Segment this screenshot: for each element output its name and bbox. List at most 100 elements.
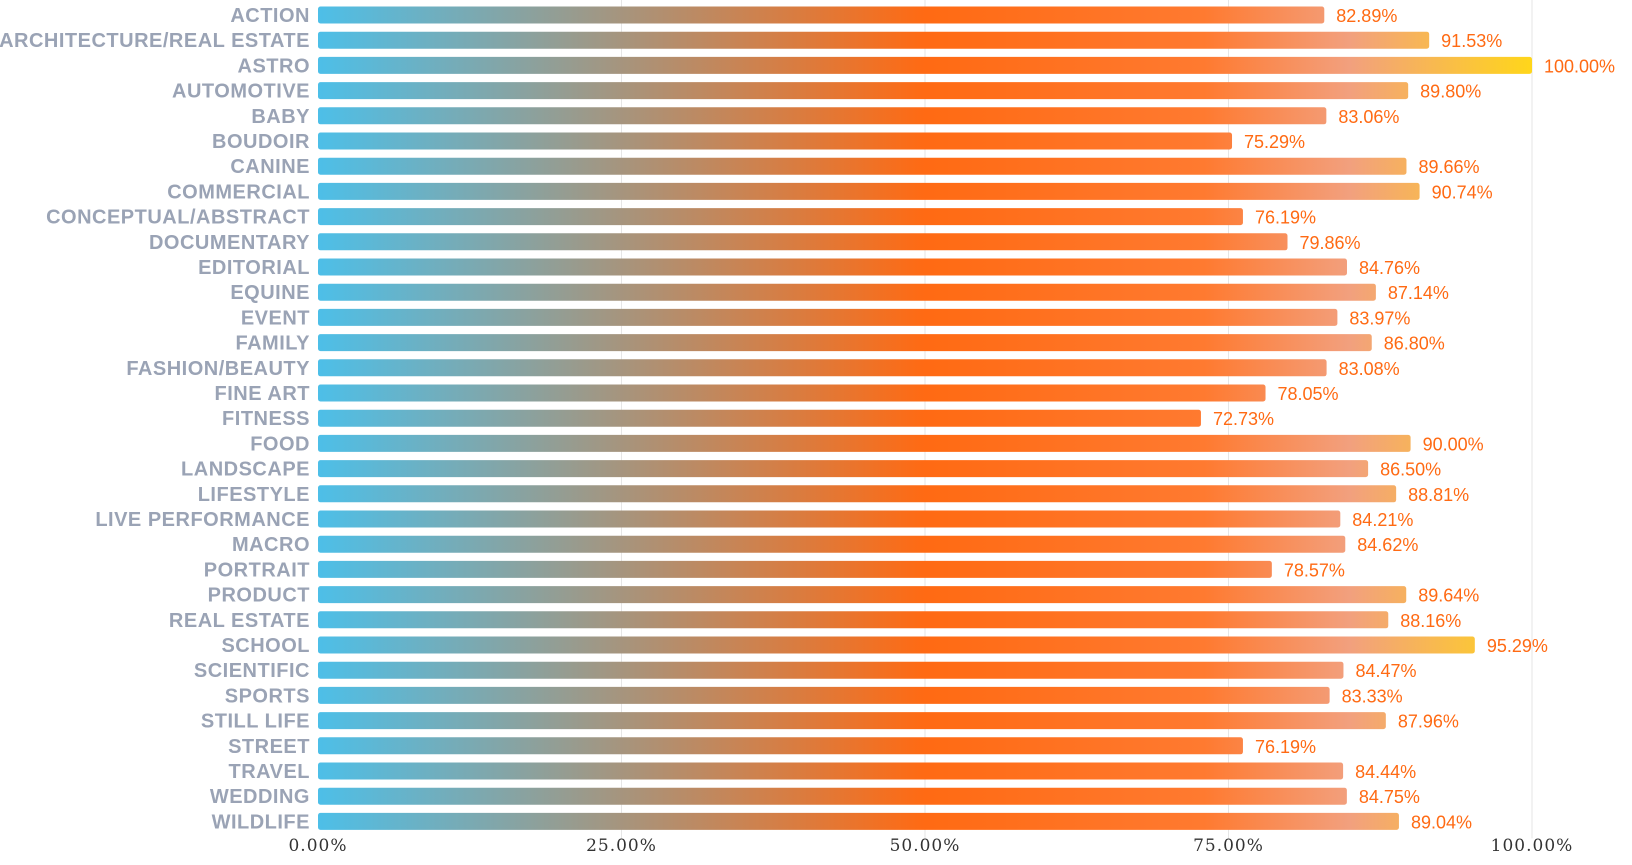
bar	[318, 409, 1201, 427]
data-label: 95.29%	[1487, 636, 1548, 656]
data-label: 91.53%	[1441, 31, 1502, 51]
bar	[318, 812, 1399, 830]
data-label: 83.33%	[1342, 686, 1403, 706]
category-label: LIFESTYLE	[198, 484, 310, 506]
bar	[318, 107, 1327, 125]
data-label: 89.66%	[1418, 157, 1479, 177]
category-label: FAMILY	[236, 333, 311, 355]
category-label: COMMERCIAL	[167, 181, 310, 203]
bar	[318, 535, 1346, 553]
category-label: ACTION	[230, 5, 310, 27]
category-label: EQUINE	[230, 282, 310, 304]
data-label: 89.80%	[1420, 82, 1481, 102]
bar	[318, 737, 1243, 755]
category-label: PRODUCT	[208, 585, 310, 607]
bar	[318, 485, 1397, 503]
bar	[318, 611, 1389, 629]
data-label: 87.96%	[1398, 712, 1459, 732]
x-tick-label: 50.00%	[890, 836, 961, 856]
data-label: 86.50%	[1380, 460, 1441, 480]
data-label: 89.04%	[1411, 812, 1472, 832]
category-label: REAL ESTATE	[169, 610, 310, 632]
bar	[318, 762, 1344, 780]
category-label: FITNESS	[222, 408, 310, 430]
category-label: STREET	[228, 736, 310, 758]
data-label: 87.14%	[1388, 283, 1449, 303]
data-label: 100.00%	[1544, 56, 1615, 76]
category-label: STILL LIFE	[201, 711, 310, 733]
data-label: 89.64%	[1418, 586, 1479, 606]
category-label: FOOD	[250, 433, 310, 455]
category-label: SPORTS	[225, 685, 310, 707]
category-labels: ACTION ARCHITECTURE/REAL ESTATE ASTRO AUTOM…	[0, 5, 310, 833]
bars	[318, 6, 1532, 830]
data-label: 84.76%	[1359, 258, 1420, 278]
category-label: EDITORIAL	[198, 257, 310, 279]
x-axis-ticks: 0.00% 25.00% 50.00% 75.00% 100.00%	[288, 836, 1574, 856]
category-label: CONCEPTUAL/ABSTRACT	[46, 207, 310, 229]
bar	[318, 510, 1341, 528]
data-label: 78.05%	[1278, 384, 1339, 404]
bar	[318, 208, 1243, 226]
category-label: WEDDING	[210, 786, 310, 808]
bar	[318, 157, 1407, 175]
category-label: EVENT	[241, 307, 310, 329]
bar	[318, 460, 1369, 478]
category-label: BABY	[251, 106, 310, 128]
bar	[318, 308, 1338, 326]
bar	[318, 787, 1347, 805]
category-label: TRAVEL	[228, 761, 310, 783]
category-label: AUTOMOTIVE	[172, 81, 310, 103]
bar	[318, 31, 1430, 49]
category-label: PORTRAIT	[204, 559, 310, 581]
data-label: 88.81%	[1408, 485, 1469, 505]
bar	[318, 686, 1330, 704]
category-label: BOUDOIR	[212, 131, 310, 153]
bar	[318, 233, 1288, 251]
data-label: 75.29%	[1244, 132, 1305, 152]
data-label: 84.62%	[1357, 535, 1418, 555]
category-label: SCIENTIFIC	[194, 660, 310, 682]
data-label: 84.21%	[1352, 510, 1413, 530]
bar	[318, 560, 1272, 578]
data-label: 82.89%	[1336, 6, 1397, 26]
data-label: 76.19%	[1255, 208, 1316, 228]
data-label: 83.06%	[1338, 107, 1399, 127]
category-label: DOCUMENTARY	[149, 232, 310, 254]
data-label: 84.44%	[1355, 762, 1416, 782]
data-label: 84.47%	[1355, 661, 1416, 681]
bar	[318, 132, 1233, 150]
x-tick-label: 0.00%	[288, 836, 347, 856]
category-label: FASHION/BEAUTY	[126, 358, 310, 380]
bar	[318, 359, 1327, 377]
data-label: 84.75%	[1359, 787, 1420, 807]
data-label: 90.74%	[1432, 182, 1493, 202]
category-label: MACRO	[232, 534, 310, 556]
data-label: 86.80%	[1384, 334, 1445, 354]
bar	[318, 334, 1372, 352]
data-label: 90.00%	[1423, 434, 1484, 454]
data-label: 72.73%	[1213, 409, 1274, 429]
bar	[318, 434, 1411, 452]
category-label: CANINE	[230, 156, 310, 178]
category-label: WILDLIFE	[212, 811, 310, 833]
bar	[318, 258, 1347, 276]
category-label: ASTRO	[238, 55, 311, 77]
bar	[318, 712, 1386, 730]
category-label: LANDSCAPE	[181, 459, 310, 481]
value-labels: 82.89% 91.53% 100.00% 89.80% 83.06% 75.29% 89.…	[1213, 6, 1615, 832]
bar	[318, 384, 1266, 402]
x-tick-label: 75.00%	[1193, 836, 1264, 856]
data-label: 83.97%	[1349, 308, 1410, 328]
data-label: 78.57%	[1284, 560, 1345, 580]
data-label: 76.19%	[1255, 737, 1316, 757]
category-label: LIVE PERFORMANCE	[95, 509, 310, 531]
data-label: 88.16%	[1400, 611, 1461, 631]
bar	[318, 182, 1420, 200]
data-label: 83.08%	[1339, 359, 1400, 379]
bar	[318, 586, 1407, 604]
bar	[318, 636, 1475, 654]
x-tick-label: 100.00%	[1491, 836, 1574, 856]
